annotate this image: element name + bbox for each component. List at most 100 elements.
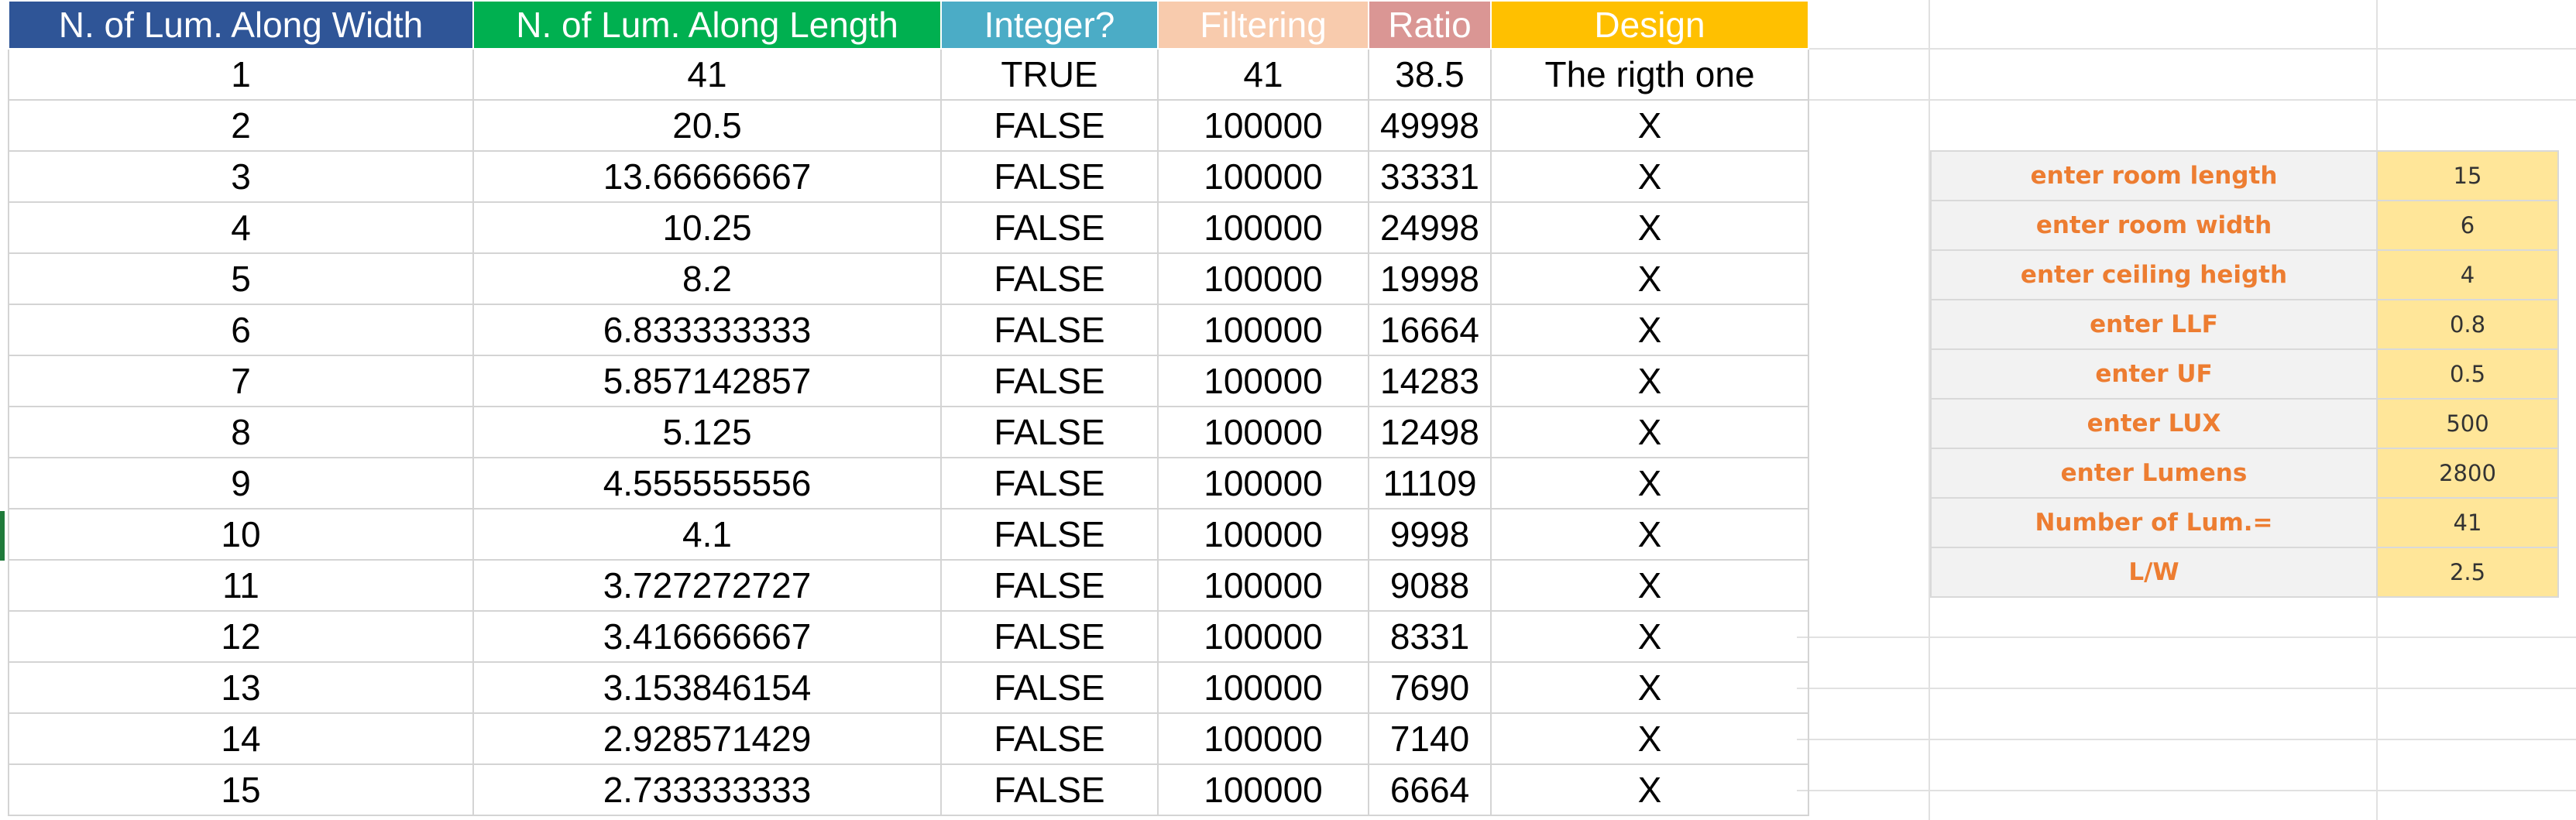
cell-design[interactable]: X: [1490, 406, 1809, 458]
cell-filtering[interactable]: 100000: [1157, 150, 1369, 203]
param-label[interactable]: Number of Lum.=: [1930, 497, 2378, 548]
cell-integer[interactable]: TRUE: [940, 48, 1159, 101]
cell-width[interactable]: 5: [8, 252, 474, 305]
header-cell-design[interactable]: Design: [1490, 0, 1809, 50]
param-value-cell[interactable]: 0.5: [2376, 348, 2559, 400]
cell-design[interactable]: X: [1490, 99, 1809, 152]
cell-filtering[interactable]: 41: [1157, 48, 1369, 101]
cell-filtering[interactable]: 100000: [1157, 508, 1369, 561]
cell-length[interactable]: 4.555555556: [472, 457, 942, 509]
cell-width[interactable]: 11: [8, 559, 474, 612]
param-value-cell[interactable]: 4: [2376, 249, 2559, 300]
cell-width[interactable]: 15: [8, 763, 474, 816]
cell-length[interactable]: 3.416666667: [472, 610, 942, 663]
cell-design[interactable]: X: [1490, 304, 1809, 356]
cell-filtering[interactable]: 100000: [1157, 304, 1369, 356]
cell-length[interactable]: 3.153846154: [472, 661, 942, 714]
cell-width[interactable]: 1: [8, 48, 474, 101]
cell-length[interactable]: 5.857142857: [472, 355, 942, 407]
cell-ratio[interactable]: 19998: [1368, 252, 1492, 305]
param-label[interactable]: enter UF: [1930, 348, 2378, 400]
cell-ratio[interactable]: 33331: [1368, 150, 1492, 203]
cell-filtering[interactable]: 100000: [1157, 252, 1369, 305]
cell-length[interactable]: 2.928571429: [472, 712, 942, 765]
cell-design[interactable]: X: [1490, 201, 1809, 254]
param-label[interactable]: L/W: [1930, 547, 2378, 598]
cell-design[interactable]: X: [1490, 252, 1809, 305]
param-value-cell[interactable]: 2.5: [2376, 547, 2559, 598]
param-label[interactable]: enter ceiling heigth: [1930, 249, 2378, 300]
cell-design[interactable]: X: [1490, 661, 1809, 714]
cell-integer[interactable]: FALSE: [940, 457, 1159, 509]
cell-ratio[interactable]: 12498: [1368, 406, 1492, 458]
cell-design[interactable]: X: [1490, 712, 1809, 765]
cell-ratio[interactable]: 7140: [1368, 712, 1492, 765]
cell-filtering[interactable]: 100000: [1157, 201, 1369, 254]
cell-integer[interactable]: FALSE: [940, 763, 1159, 816]
cell-integer[interactable]: FALSE: [940, 201, 1159, 254]
cell-length[interactable]: 5.125: [472, 406, 942, 458]
cell-ratio[interactable]: 11109: [1368, 457, 1492, 509]
param-value-cell[interactable]: 0.8: [2376, 299, 2559, 350]
cell-length[interactable]: 6.833333333: [472, 304, 942, 356]
cell-ratio[interactable]: 38.5: [1368, 48, 1492, 101]
cell-length[interactable]: 4.1: [472, 508, 942, 561]
header-cell-ratio[interactable]: Ratio: [1368, 0, 1492, 50]
cell-filtering[interactable]: 100000: [1157, 99, 1369, 152]
cell-design[interactable]: X: [1490, 508, 1809, 561]
cell-length[interactable]: 10.25: [472, 201, 942, 254]
cell-length[interactable]: 41: [472, 48, 942, 101]
cell-width[interactable]: 12: [8, 610, 474, 663]
cell-integer[interactable]: FALSE: [940, 355, 1159, 407]
cell-design[interactable]: X: [1490, 457, 1809, 509]
cell-width[interactable]: 6: [8, 304, 474, 356]
cell-ratio[interactable]: 9088: [1368, 559, 1492, 612]
cell-integer[interactable]: FALSE: [940, 712, 1159, 765]
param-value-cell[interactable]: 2800: [2376, 448, 2559, 499]
cell-length[interactable]: 20.5: [472, 99, 942, 152]
cell-filtering[interactable]: 100000: [1157, 661, 1369, 714]
cell-integer[interactable]: FALSE: [940, 661, 1159, 714]
cell-length[interactable]: 3.727272727: [472, 559, 942, 612]
cell-width[interactable]: 14: [8, 712, 474, 765]
header-cell-width[interactable]: N. of Lum. Along Width: [8, 0, 474, 50]
cell-width[interactable]: 4: [8, 201, 474, 254]
param-label[interactable]: enter Lumens: [1930, 448, 2378, 499]
cell-design[interactable]: X: [1490, 355, 1809, 407]
cell-length[interactable]: 8.2: [472, 252, 942, 305]
cell-ratio[interactable]: 8331: [1368, 610, 1492, 663]
cell-integer[interactable]: FALSE: [940, 610, 1159, 663]
cell-ratio[interactable]: 49998: [1368, 99, 1492, 152]
cell-ratio[interactable]: 24998: [1368, 201, 1492, 254]
cell-width[interactable]: 7: [8, 355, 474, 407]
cell-integer[interactable]: FALSE: [940, 508, 1159, 561]
cell-filtering[interactable]: 100000: [1157, 355, 1369, 407]
cell-filtering[interactable]: 100000: [1157, 763, 1369, 816]
cell-width[interactable]: 2: [8, 99, 474, 152]
cell-ratio[interactable]: 7690: [1368, 661, 1492, 714]
cell-width[interactable]: 9: [8, 457, 474, 509]
cell-length[interactable]: 13.66666667: [472, 150, 942, 203]
param-value-cell[interactable]: 15: [2376, 150, 2559, 201]
header-cell-filtering[interactable]: Filtering: [1157, 0, 1369, 50]
param-value-cell[interactable]: 500: [2376, 398, 2559, 449]
param-label[interactable]: enter room width: [1930, 200, 2378, 251]
cell-ratio[interactable]: 14283: [1368, 355, 1492, 407]
cell-filtering[interactable]: 100000: [1157, 406, 1369, 458]
cell-ratio[interactable]: 9998: [1368, 508, 1492, 561]
param-label[interactable]: enter LLF: [1930, 299, 2378, 350]
cell-width[interactable]: 13: [8, 661, 474, 714]
cell-width[interactable]: 10: [8, 508, 474, 561]
param-label[interactable]: enter room length: [1930, 150, 2378, 201]
cell-design[interactable]: X: [1490, 610, 1809, 663]
cell-filtering[interactable]: 100000: [1157, 457, 1369, 509]
param-value-cell[interactable]: 41: [2376, 497, 2559, 548]
cell-design[interactable]: X: [1490, 150, 1809, 203]
cell-filtering[interactable]: 100000: [1157, 610, 1369, 663]
cell-width[interactable]: 3: [8, 150, 474, 203]
cell-length[interactable]: 2.733333333: [472, 763, 942, 816]
cell-integer[interactable]: FALSE: [940, 252, 1159, 305]
cell-design[interactable]: The rigth one: [1490, 48, 1809, 101]
cell-ratio[interactable]: 16664: [1368, 304, 1492, 356]
header-cell-integer[interactable]: Integer?: [940, 0, 1159, 50]
